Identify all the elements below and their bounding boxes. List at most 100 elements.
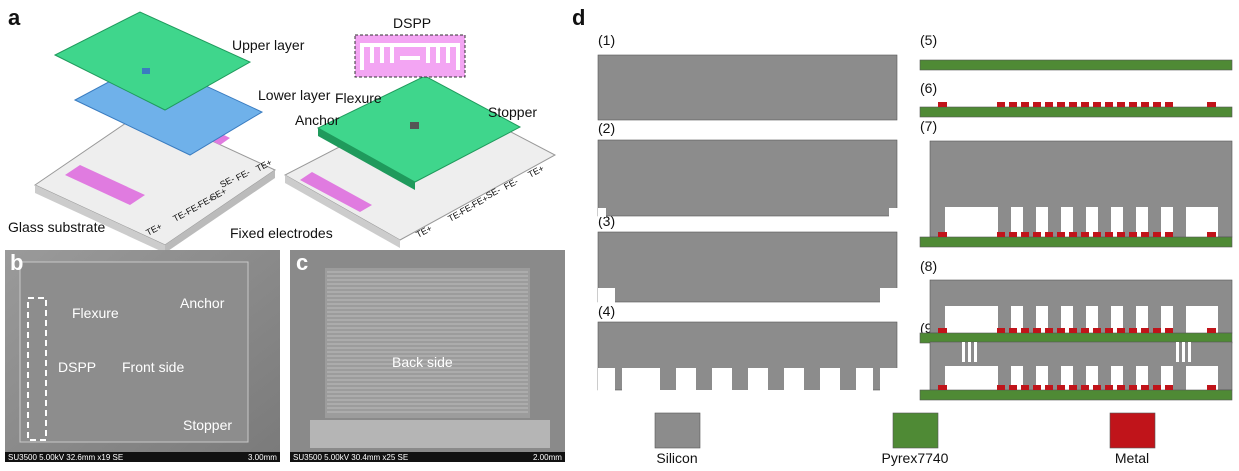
center-hole [410,122,419,129]
scale-bar: 3.00mm [248,453,277,462]
metal [1009,328,1017,333]
label: Glass substrate [8,219,105,235]
slit [962,342,965,362]
metal [1165,102,1173,107]
legend-swatch [655,413,700,448]
label: DSPP [393,15,431,31]
metal [1129,385,1137,390]
metal [1033,232,1041,237]
label: Stopper [183,417,232,433]
tooth [696,366,712,390]
etch [598,368,615,391]
step-label: (8) [920,258,937,274]
metal [938,328,947,333]
label: DSPP [58,359,96,375]
metal [1153,385,1161,390]
tooth [660,366,676,390]
step-label: (4) [598,303,615,319]
label: Stopper [488,104,537,120]
label: Flexure [72,305,119,321]
metal [1081,102,1089,107]
metal [1069,102,1077,107]
metal [1207,385,1216,390]
metal [1057,328,1065,333]
scale-bar: 2.00mm [533,453,562,462]
sem-info: SU3500 5.00kV 30.4mm x25 SE [293,453,408,462]
figure: a Upper layer Lower layer Glass substrat… [0,0,1239,466]
slit [968,342,971,362]
metal [1207,102,1216,107]
metal [997,385,1005,390]
label: Lower layer [258,87,331,103]
silicon [598,55,897,120]
tooth [840,366,856,390]
tooth [732,366,748,390]
metal [1117,328,1125,333]
metal [1093,232,1101,237]
slit [1176,342,1179,362]
metal [1141,328,1149,333]
metal [997,102,1005,107]
metal [1045,385,1053,390]
metal [1009,102,1017,107]
center-hole [142,68,150,74]
metal [1117,102,1125,107]
metal [1153,328,1161,333]
silicon [598,140,897,216]
metal [1033,102,1041,107]
process-drawings: (1)(2)(3)(4)(5)(6)(7)(8)(9)SiliconPyrex7… [598,32,1232,466]
metal [1105,328,1113,333]
label: Front side [122,359,184,375]
metal [1033,328,1041,333]
step-label: (2) [598,120,615,136]
metal [1129,102,1137,107]
metal [1153,102,1161,107]
metal [1105,385,1113,390]
metal [1045,232,1053,237]
legend-label: Metal [1115,450,1149,466]
step-label: (7) [920,118,937,134]
metal [1105,232,1113,237]
tooth [768,366,784,390]
metal [938,232,947,237]
metal [1069,328,1077,333]
metal [1057,102,1065,107]
pyrex [920,60,1232,70]
pillar [1173,305,1186,333]
metal [1165,232,1173,237]
metal [1165,385,1173,390]
slit [1182,342,1185,362]
etch [880,368,898,391]
metal [1021,102,1029,107]
device-outline [20,262,248,442]
pyrex [920,390,1232,400]
metal [1069,232,1077,237]
label: Flexure [335,90,382,106]
tooth [804,366,820,390]
legend-label: Silicon [656,450,697,466]
slit [974,342,977,362]
pyrex [920,107,1232,117]
label: Back side [392,354,453,370]
metal [1165,328,1173,333]
metal [1081,385,1089,390]
pyrex [920,333,1232,343]
metal [1117,385,1125,390]
metal [1153,232,1161,237]
metal [1141,232,1149,237]
sem-info: SU3500 5.00kV 32.6mm x19 SE [8,453,123,462]
metal [1141,102,1149,107]
step-label: (1) [598,32,615,48]
metal [938,385,947,390]
metal [1057,232,1065,237]
label: Anchor [295,112,340,128]
metal [1093,102,1101,107]
metal [1033,385,1041,390]
metal [1105,102,1113,107]
etch [622,368,660,391]
step-label: (5) [920,32,937,48]
pyrex [920,237,1232,247]
label: Upper layer [232,37,305,53]
panel-label: d [572,5,585,30]
metal [1009,385,1017,390]
